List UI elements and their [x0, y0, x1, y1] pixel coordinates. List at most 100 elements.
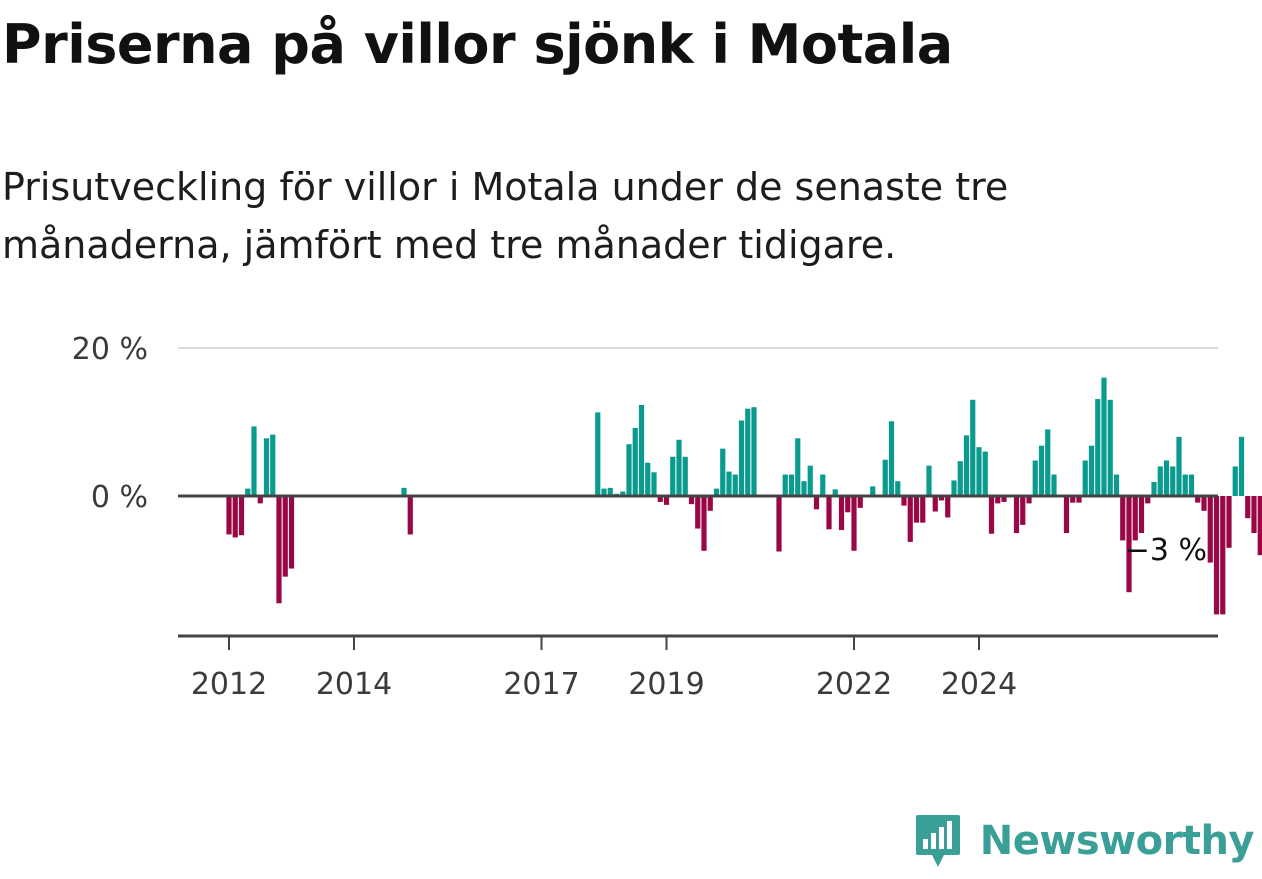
bar — [957, 461, 963, 496]
bar — [651, 472, 657, 496]
bar — [701, 496, 707, 551]
bar — [751, 407, 757, 496]
x-tick-label: 2014 — [316, 667, 392, 702]
bar — [782, 474, 788, 496]
bar — [1251, 496, 1257, 533]
bar — [726, 471, 732, 496]
bar — [788, 474, 795, 496]
bar — [1101, 377, 1107, 496]
bar — [676, 439, 682, 496]
bar — [970, 399, 976, 496]
bar — [963, 435, 970, 496]
bar — [407, 496, 413, 535]
bar — [626, 444, 632, 496]
bar — [232, 496, 238, 538]
bar — [1138, 496, 1145, 533]
bar — [238, 496, 245, 536]
bar — [251, 426, 257, 496]
bar — [1213, 496, 1220, 615]
bar — [1157, 466, 1163, 496]
bars — [226, 377, 1262, 615]
bar — [1088, 445, 1095, 496]
bar — [738, 420, 745, 496]
bar — [257, 496, 263, 504]
bar — [882, 459, 888, 496]
bar — [707, 496, 713, 511]
bar — [1195, 496, 1201, 503]
bar — [826, 496, 832, 530]
bar — [670, 456, 676, 496]
bar — [1151, 481, 1157, 496]
bar — [1126, 496, 1132, 593]
bar — [907, 496, 913, 542]
bar — [1095, 399, 1101, 496]
bar — [632, 427, 638, 496]
bar — [1238, 436, 1245, 496]
logo-text: Newsworthy — [979, 818, 1255, 864]
bar-chart-icon — [915, 815, 960, 867]
bar — [1145, 496, 1151, 504]
bar — [1082, 460, 1088, 496]
y-tick-label: 20 % — [72, 332, 148, 367]
bar — [838, 496, 845, 531]
bar — [938, 496, 945, 501]
bar — [932, 496, 938, 512]
bar — [1207, 496, 1213, 563]
bar — [1188, 474, 1195, 496]
bar — [895, 481, 901, 496]
bar — [263, 438, 270, 496]
bar — [1026, 496, 1032, 504]
bar — [663, 496, 670, 505]
bar — [920, 496, 926, 523]
bar — [1063, 496, 1070, 533]
x-tick-label: 2022 — [816, 667, 892, 702]
bar — [713, 488, 720, 496]
bar — [270, 434, 276, 496]
bar — [282, 496, 288, 577]
x-tick-label: 2019 — [628, 667, 704, 702]
bar — [657, 496, 663, 502]
bar — [988, 496, 995, 534]
chart-title: Priserna på villor sjönk i Motala — [2, 13, 953, 76]
bar — [795, 438, 801, 496]
bar — [620, 491, 626, 496]
bar — [1032, 460, 1038, 496]
tick-labels: 0 % 20 % 2012 2014 2017 2019 2022 2024 −3 % — [72, 332, 1207, 702]
bar — [776, 496, 782, 552]
bar — [813, 496, 820, 510]
bar — [1182, 474, 1188, 496]
bar — [888, 421, 895, 496]
bar — [638, 404, 645, 496]
bar — [695, 496, 701, 529]
bar — [982, 451, 988, 496]
x-tick-label: 2012 — [191, 667, 267, 702]
bar — [1020, 496, 1026, 525]
bar — [870, 486, 876, 496]
bar — [1201, 496, 1207, 511]
bar — [1013, 496, 1020, 533]
newsworthy-logo: Newsworthy — [914, 811, 1255, 871]
bar — [1170, 466, 1176, 496]
bar — [1132, 496, 1138, 541]
chart-subtitle: Prisutveckling för villor i Motala under… — [2, 165, 1009, 267]
bar — [1226, 496, 1232, 548]
bar — [1220, 496, 1226, 615]
x-tick-label: 2024 — [941, 667, 1017, 702]
bar — [601, 488, 607, 496]
bar — [1245, 496, 1251, 519]
bar — [401, 487, 407, 496]
bar — [607, 487, 613, 496]
bar — [1107, 399, 1113, 496]
bar — [226, 496, 232, 535]
bar — [913, 496, 920, 523]
bar — [245, 488, 251, 496]
bar — [951, 480, 957, 496]
bar — [901, 496, 907, 506]
bar — [1076, 496, 1082, 503]
bar — [720, 448, 726, 496]
bar — [1051, 474, 1057, 496]
bar — [1232, 466, 1238, 496]
bar — [276, 496, 282, 604]
bar — [1045, 429, 1051, 496]
